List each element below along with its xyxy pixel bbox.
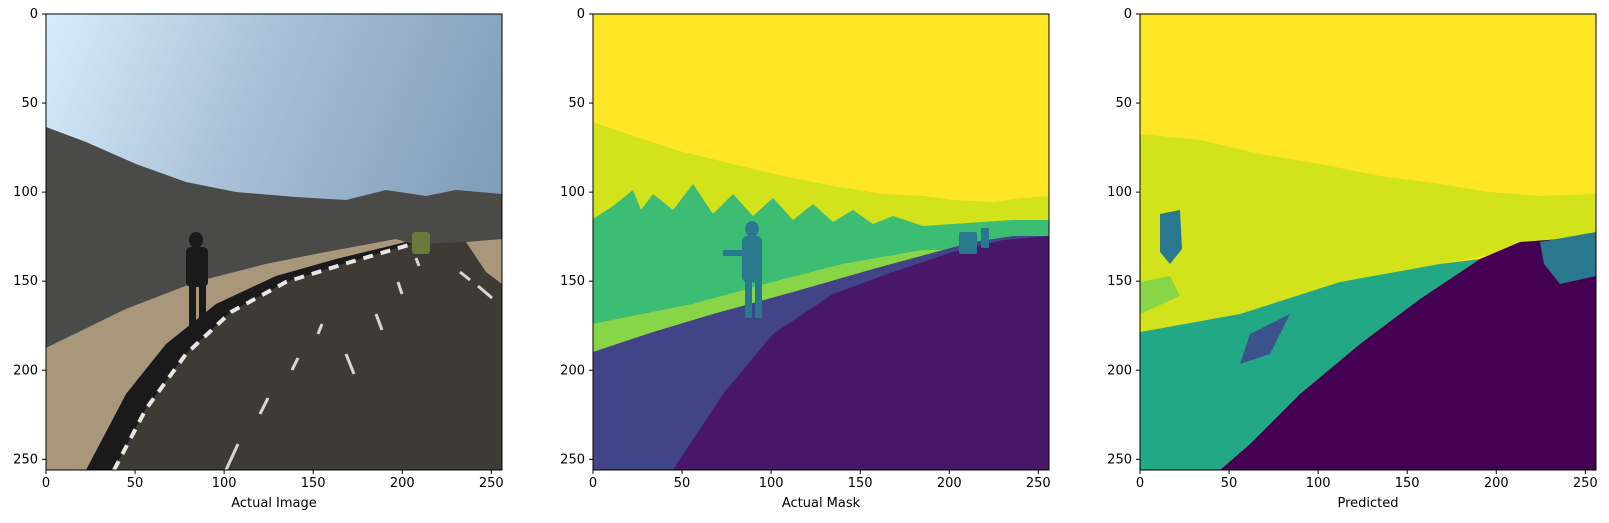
lane-dash	[374, 313, 384, 331]
x-tick-label: 100	[759, 476, 784, 491]
axes-frame	[45, 13, 503, 471]
y-tick-label: 150	[13, 274, 38, 289]
mask-person	[723, 221, 762, 318]
x-tick-label: 100	[1306, 476, 1331, 491]
pred-pole-patch	[1240, 314, 1290, 364]
photo-vehicle	[412, 232, 430, 254]
y-ticks: 0 50 100 150 200 250	[1107, 7, 1140, 467]
y-tick-label: 100	[560, 185, 585, 200]
mask-wall	[593, 184, 1049, 324]
y-tick-label: 50	[1115, 96, 1132, 111]
predicted-image	[1140, 14, 1596, 470]
x-axis-label: Actual Image	[231, 496, 317, 511]
x-tick-label: 200	[1484, 476, 1509, 491]
x-tick-label: 100	[212, 476, 237, 491]
x-tick-label: 200	[390, 476, 415, 491]
mask-road	[673, 236, 1049, 470]
y-tick-label: 100	[13, 185, 38, 200]
x-tick-label: 0	[589, 476, 597, 491]
x-tick-label: 50	[127, 476, 144, 491]
photo-image	[46, 14, 502, 470]
x-tick-label: 0	[42, 476, 50, 491]
panel-actual-image: 0 50 100 150 200 250 0 50 100 150 200 250 Actual I…	[13, 7, 504, 511]
lane-dash	[414, 257, 421, 267]
y-tick-label: 100	[1107, 185, 1132, 200]
photo-wall	[46, 127, 376, 348]
y-tick-label: 0	[577, 7, 585, 22]
lane-dash	[290, 357, 300, 371]
x-axis-label: Predicted	[1337, 496, 1398, 511]
pred-sidewalk	[1140, 259, 1480, 470]
pred-right-wall	[1540, 232, 1596, 284]
mask-image	[593, 14, 1049, 470]
x-ticks: 0 50 100 150 200 250	[589, 470, 1051, 491]
lane-dash	[344, 353, 356, 375]
y-tick-label: 0	[1124, 7, 1132, 22]
y-tick-label: 0	[30, 7, 38, 22]
axes-frame	[1139, 13, 1597, 471]
y-tick-label: 50	[568, 96, 585, 111]
photo-road	[114, 242, 502, 470]
panel-actual-mask: 0 50 100 150 200 250 0 50 100 150 200 250 Actual M…	[560, 7, 1051, 511]
x-tick-label: 50	[1221, 476, 1238, 491]
y-tick-label: 150	[560, 274, 585, 289]
y-tick-label: 200	[1107, 363, 1132, 378]
x-tick-label: 0	[1136, 476, 1144, 491]
pred-vegetation	[1140, 134, 1596, 332]
pred-wall-patches	[1160, 210, 1182, 264]
lane-dash	[316, 323, 324, 335]
photo-sidewalk	[46, 239, 406, 470]
x-tick-label: 250	[1573, 476, 1598, 491]
mask-vehicle	[959, 228, 989, 254]
x-tick-label: 50	[674, 476, 691, 491]
photo-right-sidewalk	[466, 239, 502, 284]
lane-dash	[459, 270, 471, 282]
x-tick-label: 200	[937, 476, 962, 491]
x-tick-label: 250	[1026, 476, 1051, 491]
pred-light-patch	[1140, 276, 1180, 314]
y-ticks: 0 50 100 150 200 250	[13, 7, 46, 467]
x-ticks: 0 50 100 150 200 250	[42, 470, 504, 491]
curb-edge	[112, 242, 413, 470]
photo-curb	[86, 242, 412, 470]
x-tick-label: 150	[848, 476, 873, 491]
lane-dash	[396, 281, 404, 295]
lane-dash	[477, 284, 493, 300]
axes-frame	[592, 13, 1050, 471]
x-ticks: 0 50 100 150 200 250	[1136, 470, 1598, 491]
y-tick-label: 50	[21, 96, 38, 111]
y-tick-label: 200	[560, 363, 585, 378]
photo-lane-marks	[112, 242, 493, 470]
x-tick-label: 150	[1395, 476, 1420, 491]
y-tick-label: 250	[560, 452, 585, 467]
lane-dash	[258, 397, 270, 415]
panel-predicted: 0 50 100 150 200 250 0 50 100 150 200 250 Predicte…	[1107, 7, 1598, 511]
x-axis-label: Actual Mask	[782, 496, 861, 511]
y-tick-label: 150	[1107, 274, 1132, 289]
x-tick-label: 250	[479, 476, 504, 491]
y-ticks: 0 50 100 150 200 250	[560, 7, 593, 467]
photo-person	[186, 232, 208, 326]
x-tick-label: 150	[301, 476, 326, 491]
lane-dash	[224, 443, 240, 470]
y-tick-label: 250	[13, 452, 38, 467]
pred-road	[1220, 239, 1596, 470]
photo-buildings	[346, 190, 502, 246]
y-tick-label: 200	[13, 363, 38, 378]
y-tick-label: 250	[1107, 452, 1132, 467]
